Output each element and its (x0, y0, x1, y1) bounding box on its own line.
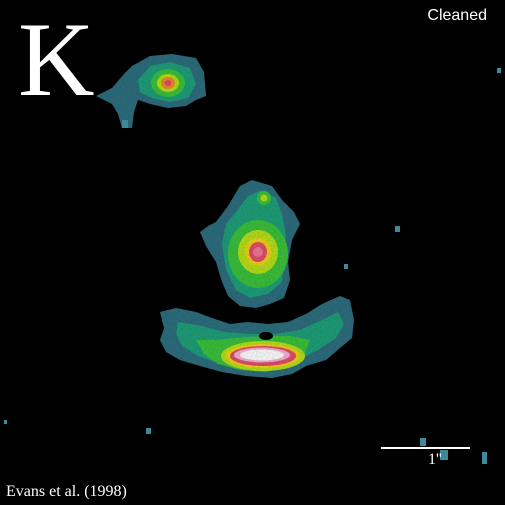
scale-bar-label: 1'' (428, 451, 442, 468)
band-label: K (18, 1, 95, 118)
companion-source (96, 54, 206, 128)
processing-label: Cleaned (427, 7, 487, 24)
scale-bar (381, 447, 470, 449)
central-nucleus (200, 180, 300, 308)
arc-structure (160, 296, 354, 378)
citation-label: Evans et al. (1998) (6, 483, 127, 500)
background-noise-pixels (4, 68, 501, 464)
